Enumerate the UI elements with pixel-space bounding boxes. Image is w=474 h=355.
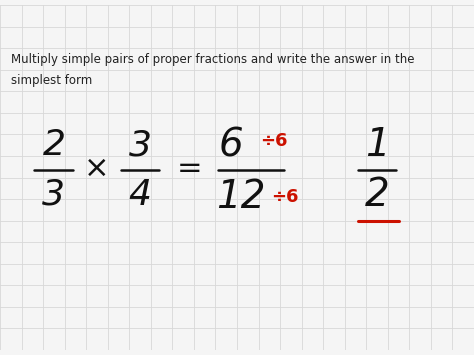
Text: ×: × <box>84 154 109 184</box>
Text: 1: 1 <box>365 126 390 164</box>
Text: 12: 12 <box>217 178 266 216</box>
Text: 3: 3 <box>42 178 65 212</box>
Text: simplest form: simplest form <box>11 74 92 87</box>
Text: Multiply simple pairs of proper fractions and write the answer in the: Multiply simple pairs of proper fraction… <box>11 53 414 66</box>
Text: =: = <box>177 154 202 184</box>
Text: 3: 3 <box>128 128 152 162</box>
Text: 2: 2 <box>42 128 65 162</box>
Text: ÷6: ÷6 <box>260 132 287 150</box>
Text: 2: 2 <box>365 176 390 214</box>
Text: ÷6: ÷6 <box>271 188 298 206</box>
Text: 6: 6 <box>218 126 243 164</box>
Text: 4: 4 <box>128 178 152 212</box>
